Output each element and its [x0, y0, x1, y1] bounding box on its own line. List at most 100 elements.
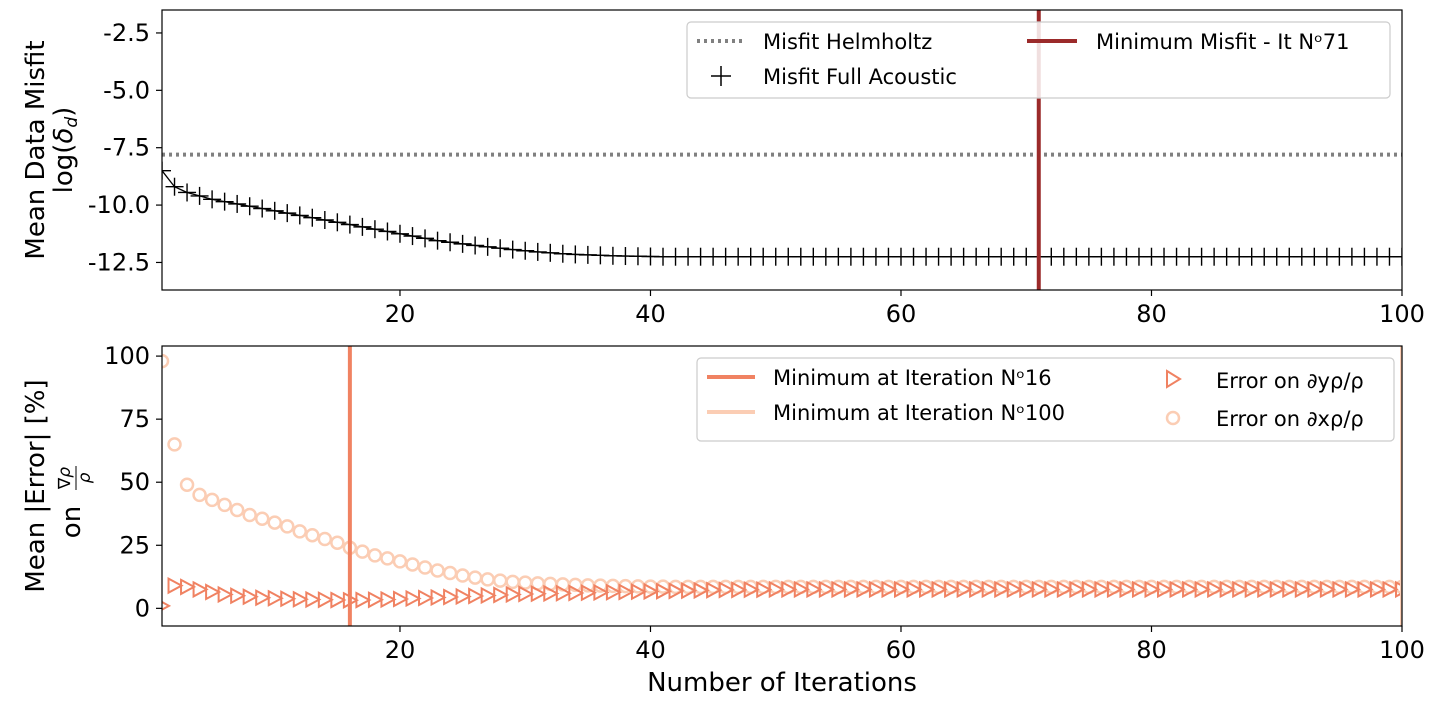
misfit-series-1-point	[278, 204, 297, 223]
misfit-ytick-label: -2.5	[103, 19, 150, 47]
error-series-1-point	[893, 580, 911, 599]
misfit-series-1-point	[503, 240, 522, 259]
error-series-0-point	[467, 570, 483, 585]
error-series-0-point	[317, 531, 333, 547]
error-series-1-point	[1319, 580, 1336, 599]
misfit-series-1-point	[215, 192, 234, 211]
misfit-series-1-point	[516, 241, 535, 260]
misfit-series-1-point	[328, 213, 347, 232]
error-series-1-point	[756, 581, 773, 599]
misfit-series-1-point	[303, 208, 322, 227]
error-series-1-point	[555, 584, 572, 602]
misfit-series-1-point	[165, 177, 184, 196]
error-series-0-point	[380, 551, 395, 566]
error-series-1-point	[568, 584, 585, 602]
error-series-1-point	[1069, 580, 1086, 599]
error-series-1-point	[831, 580, 848, 599]
error-series-0-point	[280, 519, 295, 534]
error-series-1-point	[1357, 580, 1374, 599]
legend-label-minimum-misfit: Minimum Misfit - It Nᵒ71	[1096, 30, 1350, 54]
error-series-1-point	[1269, 580, 1286, 599]
misfit-series-1-point	[365, 220, 384, 239]
error-series-1-point	[480, 586, 497, 605]
error-series-0-point	[192, 487, 207, 503]
error-series-1-point	[1006, 580, 1023, 599]
error-series-0-point	[229, 502, 245, 518]
error-series-1-point	[543, 584, 560, 603]
error-series-1-point	[418, 589, 435, 607]
misfit-series-1-point	[315, 211, 334, 229]
error-series-0-point	[405, 557, 420, 572]
error-series-1-point	[505, 585, 522, 604]
misfit-xtick-label: 100	[1379, 300, 1425, 328]
error-series-1-point	[768, 580, 785, 599]
error-series-1-point	[1257, 580, 1274, 599]
misfit-series-1-point	[390, 224, 409, 243]
error-series-1-point	[806, 580, 823, 599]
error-series-1-point	[969, 580, 986, 599]
error-series-1-point	[1106, 580, 1124, 599]
misfit-series-1-point	[340, 215, 359, 234]
error-series-1-point	[367, 591, 385, 609]
error-series-1-point	[944, 580, 961, 599]
error-series-1-point	[292, 590, 309, 608]
svg-text:∇ρ: ∇ρ	[55, 467, 75, 490]
misfit-ytick-label: -5.0	[103, 76, 150, 104]
error-series-1-point	[919, 580, 936, 599]
error-plot-frame	[161, 345, 1403, 627]
error-series-0-point	[367, 548, 383, 563]
legend-swatch-error-dx	[1165, 410, 1181, 426]
error-series-1-point	[1207, 580, 1224, 599]
misfit-series-1-point	[290, 206, 309, 225]
misfit-xtick-label: 80	[1136, 300, 1167, 328]
error-series-1-point	[1131, 580, 1149, 599]
error-legend-frame	[696, 357, 1395, 442]
error-series-1-point	[718, 581, 735, 599]
error-series-1-point	[1244, 580, 1261, 599]
misfit-plot-frame	[161, 9, 1403, 291]
error-series-1-point	[931, 580, 948, 599]
misfit-xtick-label: 60	[886, 300, 917, 328]
misfit-series-1-point	[228, 194, 247, 213]
error-series-0-point	[179, 477, 195, 492]
misfit-xtick-label: 40	[635, 300, 666, 328]
misfit-legend-frame	[686, 21, 1391, 99]
error-series-1-point	[1294, 580, 1311, 599]
error-series-1-point	[1395, 580, 1402, 599]
misfit-legend: Misfit Helmholtz Misfit Full Acoustic Mi…	[686, 21, 1391, 99]
misfit-series-1-point	[428, 231, 447, 250]
misfit-series-1-line	[162, 170, 1402, 258]
error-series-1-point	[355, 591, 372, 609]
error-series-1-point	[618, 583, 635, 601]
error-series-0-point	[417, 560, 433, 575]
error-series-1-point	[630, 583, 648, 601]
error-series-1-point	[330, 591, 347, 609]
error-series-1-point	[1369, 580, 1387, 599]
error-series-1-point	[1307, 580, 1324, 599]
error-series-0-point	[430, 563, 445, 578]
error-series-1-point	[1169, 580, 1186, 599]
error-series-1-point	[843, 580, 860, 599]
error-ytick-label: 50	[119, 468, 150, 496]
error-series-1-point	[681, 582, 698, 600]
error-series-1-point	[781, 580, 798, 599]
legend-label-full-acoustic: Misfit Full Acoustic	[763, 65, 957, 89]
error-series-1-point	[267, 589, 284, 607]
svg-text:ρ: ρ	[75, 472, 95, 483]
misfit-plot-area	[162, 10, 1402, 290]
misfit-series-1-point	[453, 234, 472, 253]
error-series-1-point	[643, 582, 660, 601]
error-series-0-point	[204, 492, 220, 508]
error-series-1-point	[1282, 580, 1299, 599]
error-xtick-label: 40	[635, 636, 666, 664]
error-series-1-point	[443, 588, 460, 606]
legend-label-helmholtz: Misfit Helmholtz	[763, 30, 932, 54]
error-series-1-point	[731, 581, 748, 599]
error-series-1-point	[305, 590, 322, 609]
misfit-ytick-label: -10.0	[88, 191, 150, 219]
legend-swatch-error-dy	[1166, 369, 1182, 389]
error-series-0-point	[162, 353, 170, 369]
error-series-1-point	[205, 583, 222, 601]
error-series-1-point	[994, 580, 1011, 599]
